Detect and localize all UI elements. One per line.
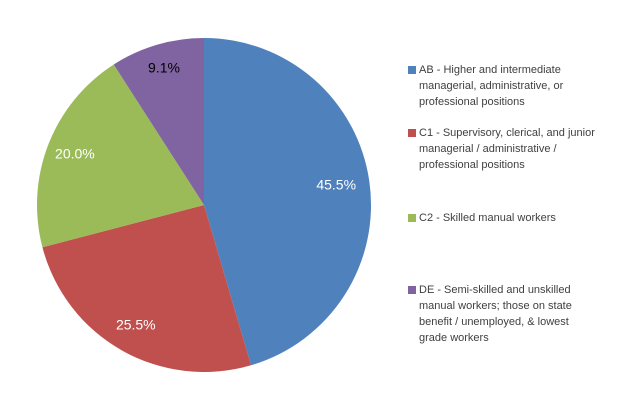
legend-label-c1: C1 - Supervisory, clerical, and junior m… bbox=[419, 127, 595, 171]
pie-label-c2: 20.0% bbox=[55, 145, 95, 161]
legend-swatch-de bbox=[408, 286, 416, 294]
pie-label-de: 9.1% bbox=[148, 60, 180, 76]
legend-swatch-c2 bbox=[408, 214, 416, 222]
pie-label-c1: 25.5% bbox=[116, 316, 156, 332]
legend-item-c1: C1 - Supervisory, clerical, and junior m… bbox=[406, 125, 595, 173]
pie-label-ab: 45.5% bbox=[316, 177, 356, 193]
legend-label-ab: AB - Higher and intermediate managerial,… bbox=[419, 64, 564, 108]
legend-label-c2: C2 - Skilled manual workers bbox=[419, 212, 556, 224]
pie-chart: 45.5% 25.5% 20.0% 9.1% bbox=[36, 37, 372, 373]
pie-slice-ab bbox=[204, 37, 372, 366]
legend-item-c2: C2 - Skilled manual workers bbox=[406, 210, 556, 226]
pie-slice-de bbox=[113, 38, 204, 205]
legend-swatch-c1 bbox=[408, 129, 416, 137]
legend-swatch-ab bbox=[408, 66, 416, 74]
legend-item-de: DE - Semi-skilled and unskilled manual w… bbox=[406, 282, 572, 346]
pie-slice-c2 bbox=[36, 64, 204, 248]
pie-slice-c1 bbox=[42, 205, 252, 373]
chart-legend: AB - Higher and intermediate managerial,… bbox=[406, 0, 630, 414]
legend-item-ab: AB - Higher and intermediate managerial,… bbox=[406, 62, 563, 110]
legend-label-de: DE - Semi-skilled and unskilled manual w… bbox=[419, 284, 572, 344]
